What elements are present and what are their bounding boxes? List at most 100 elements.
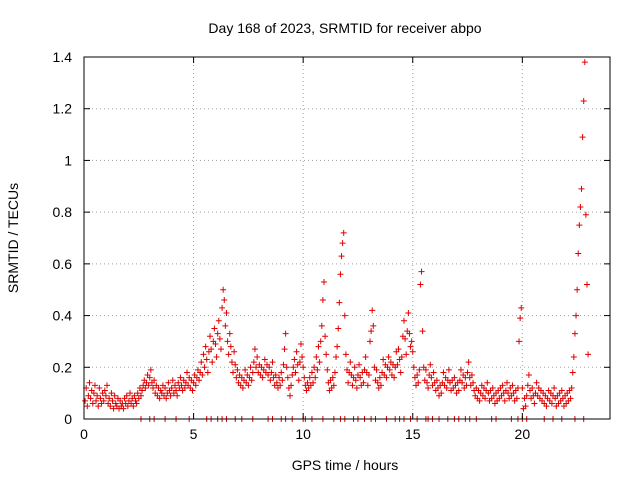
data-point xyxy=(228,359,235,366)
data-point xyxy=(209,359,216,366)
y-tick-label: 1 xyxy=(64,152,72,168)
data-point xyxy=(207,333,214,340)
data-point xyxy=(385,353,392,360)
data-point xyxy=(196,377,203,384)
data-point xyxy=(339,240,346,247)
data-point xyxy=(464,369,471,376)
data-point xyxy=(476,397,483,404)
data-point xyxy=(89,400,96,407)
data-point xyxy=(414,372,421,379)
data-point xyxy=(189,387,196,394)
data-point xyxy=(357,374,364,381)
data-point xyxy=(291,356,298,363)
data-point xyxy=(369,307,376,314)
data-points xyxy=(82,59,592,422)
data-point xyxy=(133,400,140,407)
data-point xyxy=(337,271,344,278)
data-point xyxy=(360,379,367,386)
data-point xyxy=(503,379,510,386)
data-point xyxy=(111,392,118,399)
data-point xyxy=(227,343,234,350)
data-point xyxy=(87,395,94,402)
data-point xyxy=(364,382,371,389)
data-point xyxy=(300,364,307,371)
data-point xyxy=(123,392,130,399)
data-point xyxy=(217,346,224,353)
data-point xyxy=(322,333,329,340)
data-point xyxy=(529,384,536,391)
data-point xyxy=(296,359,303,366)
data-point xyxy=(573,312,580,319)
data-point xyxy=(356,361,363,368)
data-point xyxy=(362,353,369,360)
data-point xyxy=(178,382,185,389)
data-point xyxy=(459,379,466,386)
data-point xyxy=(283,364,290,371)
data-point xyxy=(320,278,327,285)
data-point xyxy=(201,364,208,371)
data-point xyxy=(352,377,359,384)
data-point xyxy=(516,338,523,345)
data-point xyxy=(313,353,320,360)
data-point xyxy=(334,343,341,350)
data-point xyxy=(175,379,182,386)
data-point xyxy=(203,356,210,363)
data-point xyxy=(292,369,299,376)
data-point xyxy=(163,395,170,402)
data-point xyxy=(403,351,410,358)
data-point xyxy=(221,297,228,304)
data-point xyxy=(433,377,440,384)
data-point xyxy=(410,364,417,371)
data-point xyxy=(340,229,347,236)
data-point xyxy=(165,379,172,386)
data-point xyxy=(342,351,349,358)
data-point xyxy=(558,387,565,394)
data-point xyxy=(202,343,209,350)
data-point xyxy=(367,338,374,345)
data-point xyxy=(127,390,134,397)
data-point xyxy=(333,353,340,360)
data-point xyxy=(97,395,104,402)
data-point xyxy=(219,304,226,311)
data-point xyxy=(124,403,131,410)
data-point xyxy=(108,390,115,397)
x-axis-label: GPS time / hours xyxy=(292,457,399,473)
data-point xyxy=(308,369,315,376)
data-point xyxy=(374,379,381,386)
data-point xyxy=(376,374,383,381)
data-point xyxy=(315,343,322,350)
data-point xyxy=(96,384,103,391)
data-point xyxy=(208,346,215,353)
data-point xyxy=(290,364,297,371)
y-tick-label: 0 xyxy=(64,411,72,427)
data-point xyxy=(468,372,475,379)
data-point xyxy=(132,397,139,404)
data-point xyxy=(213,353,220,360)
data-point xyxy=(157,387,164,394)
data-point xyxy=(567,395,574,402)
data-point xyxy=(279,377,286,384)
data-point xyxy=(215,317,222,324)
x-tick-label: 10 xyxy=(295,426,311,442)
data-point xyxy=(222,322,229,329)
data-point xyxy=(239,384,246,391)
data-point xyxy=(571,330,578,337)
data-point xyxy=(570,353,577,360)
x-tick-label: 0 xyxy=(80,426,88,442)
data-point xyxy=(349,382,356,389)
data-point xyxy=(341,312,348,319)
data-point xyxy=(146,374,153,381)
data-point xyxy=(353,384,360,391)
data-point xyxy=(306,374,313,381)
data-point xyxy=(465,359,472,366)
data-point xyxy=(93,397,100,404)
data-point xyxy=(395,346,402,353)
data-point xyxy=(277,382,284,389)
data-point xyxy=(268,369,275,376)
data-point xyxy=(304,379,311,386)
data-point xyxy=(168,384,175,391)
data-point xyxy=(417,281,424,288)
data-point xyxy=(145,382,152,389)
data-point xyxy=(293,348,300,355)
data-point xyxy=(470,379,477,386)
